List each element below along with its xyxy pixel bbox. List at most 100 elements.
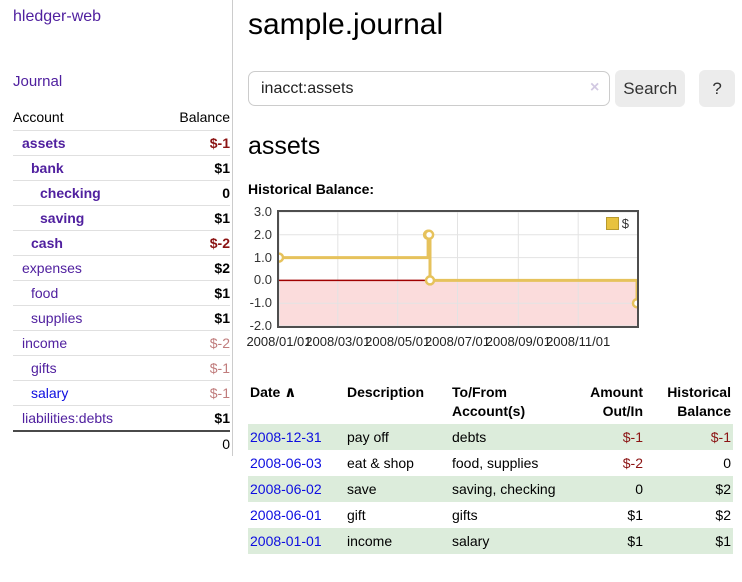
table-row: 2008-01-01 income salary $1 $1 — [248, 528, 733, 554]
account-link-expenses[interactable]: expenses — [22, 260, 82, 276]
transaction-date-link[interactable]: 2008-06-03 — [250, 455, 322, 471]
account-row: gifts $-1 — [13, 355, 230, 381]
x-tick-label: 2008/09/01 — [485, 334, 551, 349]
account-row: food $1 — [13, 280, 230, 306]
account-link-saving[interactable]: saving — [40, 210, 85, 226]
transaction-amount: 0 — [635, 481, 643, 497]
account-row: supplies $1 — [13, 305, 230, 331]
register-header-historical[interactable]: Historical Balance — [667, 384, 731, 419]
account-balance: 0 — [157, 180, 230, 206]
account-row: expenses $2 — [13, 255, 230, 281]
register-header-description[interactable]: Description — [347, 384, 425, 400]
sidebar: hledger-web Journal Account Balance asse… — [0, 0, 233, 456]
x-tick-label: 2008/01/01 — [246, 334, 312, 349]
account-row: saving $1 — [13, 205, 230, 231]
transaction-description: save — [347, 481, 377, 497]
accounts-header-account: Account — [13, 107, 158, 131]
search-input[interactable] — [248, 71, 611, 106]
account-balance: $-1 — [157, 355, 230, 381]
table-row: 2008-06-03 eat & shop food, supplies $-2 0 — [248, 450, 733, 476]
transaction-description: income — [347, 533, 393, 549]
register-header-date[interactable]: Date ∧ — [250, 384, 297, 401]
transaction-description: pay off — [347, 429, 389, 445]
transaction-amount: $1 — [627, 507, 643, 523]
sidebar-item-journal[interactable]: Journal — [13, 73, 63, 90]
register-header-to/from[interactable]: To/From Account(s) — [452, 384, 526, 419]
account-link-liabilities-debts[interactable]: liabilities:debts — [22, 410, 114, 426]
account-link-assets[interactable]: assets — [22, 135, 66, 151]
account-row: cash $-2 — [13, 230, 230, 256]
sort-ascending-icon: ∧ — [284, 384, 297, 401]
page-title: sample.journal — [248, 8, 444, 41]
chart-x-axis-labels: 2008/01/01 2008/03/01 2008/05/01 2008/07/01… — [246, 334, 639, 352]
help-button[interactable]: ? — [699, 70, 735, 107]
account-link-income[interactable]: income — [22, 335, 68, 351]
chart-y-axis-labels: 3.0 2.0 1.0 0.0 -1.0 -2.0 — [242, 204, 272, 333]
transaction-accounts: gifts — [452, 507, 478, 523]
transaction-accounts: saving, checking — [452, 481, 556, 497]
x-tick-label: 2008/05/01 — [365, 334, 431, 349]
account-row: liabilities:debts $1 — [13, 405, 230, 432]
account-link-food[interactable]: food — [31, 285, 59, 301]
register-header-amount[interactable]: Amount Out/In — [590, 384, 643, 419]
transaction-amount: $-1 — [622, 429, 643, 445]
account-link-bank[interactable]: bank — [31, 160, 64, 176]
clear-search-icon[interactable]: × — [590, 79, 600, 96]
table-row: 2008-06-02 save saving, checking 0 $2 — [248, 476, 733, 502]
account-balance: $-2 — [157, 230, 230, 256]
app-title: hledger-web — [13, 8, 232, 26]
account-balance: $-1 — [157, 130, 230, 156]
legend-swatch-icon — [605, 217, 619, 230]
chart-title: Historical Balance: — [248, 181, 375, 197]
account-row: income $-2 — [13, 330, 230, 356]
transaction-description: gift — [347, 507, 366, 523]
account-balance: $-1 — [157, 380, 230, 406]
y-tick-label: 0.0 — [253, 272, 272, 288]
account-row: assets $-1 — [13, 130, 230, 156]
account-balance: $-2 — [157, 330, 230, 356]
search-form: × Search ? — [248, 70, 735, 107]
accounts-table: Account Balance assets $-1 bank $1 checking 0… — [13, 107, 230, 456]
transaction-balance: 0 — [723, 455, 731, 471]
transaction-description: eat & shop — [347, 455, 414, 471]
transaction-balance: $2 — [715, 507, 731, 523]
accounts-header-balance: Balance — [157, 107, 230, 131]
transaction-amount: $1 — [627, 533, 643, 549]
transaction-balance: $-1 — [710, 429, 731, 445]
transaction-date-link[interactable]: 2008-01-01 — [250, 533, 322, 549]
transaction-date-link[interactable]: 2008-12-31 — [250, 429, 322, 445]
legend-label: $ — [621, 216, 629, 231]
search-button[interactable]: Search — [615, 70, 686, 107]
account-row: checking 0 — [13, 180, 230, 206]
transaction-date-link[interactable]: 2008-06-01 — [250, 507, 322, 523]
account-link-gifts[interactable]: gifts — [31, 360, 57, 376]
account-link-cash[interactable]: cash — [31, 235, 63, 251]
main-content: sample.journal × Search ? assets Histori… — [246, 0, 735, 554]
transaction-accounts: debts — [452, 429, 487, 445]
account-link-checking[interactable]: checking — [40, 185, 101, 201]
y-tick-label: -1.0 — [249, 295, 272, 311]
account-row: bank $1 — [13, 155, 230, 181]
account-balance: $1 — [157, 405, 230, 432]
chart-plot-area[interactable]: $ — [277, 210, 639, 328]
y-tick-label: 2.0 — [253, 226, 272, 242]
x-tick-label: 2008/07/01 — [424, 334, 491, 349]
account-balance: $1 — [157, 155, 230, 181]
transaction-date-link[interactable]: 2008-06-02 — [250, 481, 322, 497]
y-tick-label: 1.0 — [253, 249, 272, 265]
accounts-total-balance: 0 — [157, 430, 230, 456]
account-row: salary $-1 — [13, 380, 230, 406]
account-balance: $1 — [157, 205, 230, 231]
transaction-balance: $1 — [715, 533, 731, 549]
transaction-accounts: food, supplies — [452, 455, 539, 471]
transaction-accounts: salary — [452, 533, 490, 549]
app-title-link[interactable]: hledger-web — [13, 8, 102, 25]
x-tick-label: 2008/03/01 — [305, 334, 371, 349]
table-row: 2008-06-01 gift gifts $1 $2 — [248, 502, 733, 528]
account-heading: assets — [248, 132, 321, 160]
account-balance: $1 — [157, 305, 230, 331]
transaction-amount: $-2 — [622, 455, 643, 471]
account-link-supplies[interactable]: supplies — [31, 310, 83, 326]
account-link-salary[interactable]: salary — [31, 385, 69, 401]
account-balance: $2 — [157, 255, 230, 281]
